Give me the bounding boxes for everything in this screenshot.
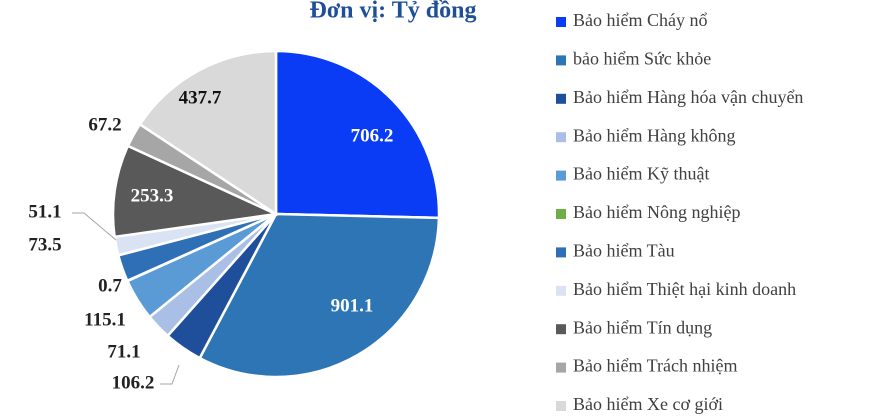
legend-label: Bảo hiểm Hàng không — [573, 125, 735, 145]
legend-label: Bảo hiểm Trách nhiệm — [573, 356, 738, 376]
legend-label: Bảo hiểm Cháy nổ — [573, 10, 707, 30]
data-label: 67.2 — [88, 114, 121, 135]
chart-title: Đơn vị: Tỷ đồng — [310, 0, 477, 24]
legend-swatch — [556, 362, 566, 373]
pie-slice — [111, 144, 281, 239]
data-label: 71.1 — [107, 341, 140, 362]
data-label: 901.1 — [331, 295, 374, 316]
legend-swatch — [556, 170, 566, 181]
legend-swatch — [556, 285, 566, 296]
leader-line — [72, 212, 117, 241]
data-label: 0.7 — [98, 275, 122, 296]
legend-swatch — [556, 55, 566, 66]
legend-swatch — [556, 401, 566, 411]
legend-swatch — [556, 93, 566, 104]
legend-label: Bảo hiểm Kỹ thuật — [573, 164, 709, 184]
legend-swatch — [556, 132, 566, 143]
data-label: 706.2 — [351, 125, 394, 146]
pie-slice — [198, 212, 441, 379]
data-label: 51.1 — [28, 201, 61, 222]
legend-label: Bảo hiểm Tàu — [573, 241, 675, 261]
legend-swatch — [556, 209, 566, 219]
pie-slice — [138, 49, 278, 217]
legend-swatch — [556, 324, 566, 335]
legend-label: bảo hiểm Sức khỏe — [573, 49, 711, 69]
legend-swatch — [556, 247, 566, 258]
legend-swatch — [556, 17, 566, 27]
data-label: 437.7 — [179, 87, 222, 108]
data-label: 73.5 — [28, 234, 61, 255]
pie-slice — [274, 49, 441, 220]
leader-line — [160, 364, 180, 385]
legend-label: Bảo hiểm Xe cơ giới — [573, 394, 723, 414]
data-label: 106.2 — [112, 372, 155, 393]
legend-label: Bảo hiểm Hàng hóa vận chuyển — [573, 87, 803, 107]
legend-label: Bảo hiểm Tín dụng — [573, 317, 712, 337]
legend-label: Bảo hiểm Nông nghiệp — [573, 202, 740, 222]
data-label: 115.1 — [84, 309, 126, 330]
legend-label: Bảo hiểm Thiệt hại kinh doanh — [573, 279, 796, 299]
data-label: 253.3 — [131, 185, 174, 206]
